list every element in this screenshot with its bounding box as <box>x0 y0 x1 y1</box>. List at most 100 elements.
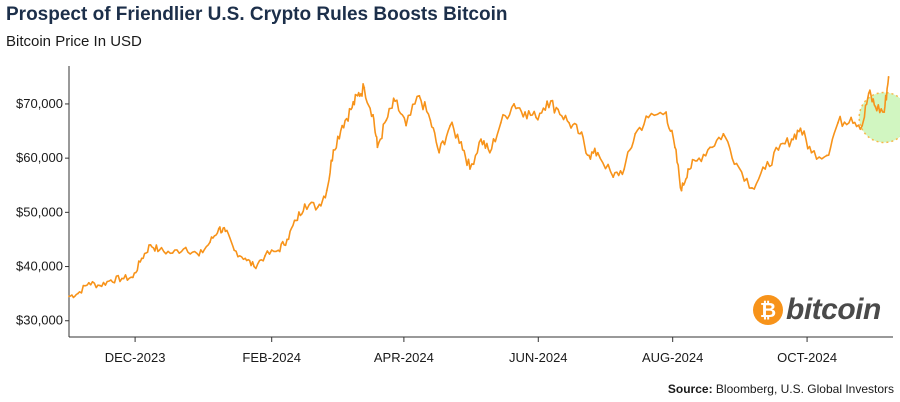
highlight-circle <box>858 91 900 144</box>
source-note: Source: Bloomberg, U.S. Global Investors <box>668 382 894 396</box>
data-point <box>499 122 502 124</box>
data-point <box>171 252 174 254</box>
data-point <box>295 219 297 222</box>
data-point <box>68 295 70 298</box>
data-point <box>874 105 877 108</box>
data-point <box>480 138 482 141</box>
data-point <box>535 116 537 119</box>
data-point <box>140 257 143 260</box>
data-point <box>76 292 79 295</box>
data-point <box>588 154 590 157</box>
data-point <box>87 281 90 284</box>
data-point <box>634 132 637 135</box>
data-point <box>131 276 134 279</box>
data-point <box>696 159 698 162</box>
data-point <box>120 277 123 280</box>
x-tick-label: AUG-2024 <box>642 350 703 365</box>
data-point <box>253 265 255 268</box>
data-point <box>568 122 571 124</box>
data-point <box>109 279 112 281</box>
chart-subtitle: Bitcoin Price In USD <box>6 33 142 50</box>
data-point <box>264 254 266 257</box>
data-point <box>546 100 548 103</box>
x-tick-label: OCT-2024 <box>777 350 837 365</box>
data-point <box>722 132 725 135</box>
x-tick-label: DEC-2023 <box>105 350 166 365</box>
data-point <box>217 227 220 230</box>
data-point <box>233 249 236 252</box>
chart-title: Prospect of Friendlier U.S. Crypto Rules… <box>6 4 508 25</box>
data-point <box>303 203 306 206</box>
data-point <box>579 132 582 135</box>
data-point <box>861 124 864 127</box>
data-point <box>799 127 802 130</box>
data-point <box>764 168 767 170</box>
data-point <box>460 140 463 143</box>
chart-axes <box>68 66 893 338</box>
data-point <box>332 149 335 151</box>
bitcoin-logo: ₿ bitcoin <box>752 293 881 327</box>
data-point <box>887 75 890 78</box>
x-tick-label: FEB-2024 <box>242 350 301 365</box>
data-point <box>687 168 690 170</box>
x-tick-label: APR-2024 <box>374 350 434 365</box>
data-point <box>647 116 650 119</box>
data-point <box>837 122 839 124</box>
data-point <box>790 138 793 141</box>
data-point <box>709 146 712 149</box>
data-point <box>363 86 366 89</box>
source-label: Source: <box>667 382 713 396</box>
data-point <box>513 103 515 105</box>
data-point <box>735 162 738 165</box>
data-point <box>488 151 491 154</box>
data-point <box>623 168 626 170</box>
data-point <box>826 154 828 157</box>
y-tick-label: $30,000 <box>16 313 63 328</box>
data-point <box>596 151 599 154</box>
data-point <box>98 284 101 287</box>
price-line <box>68 76 890 299</box>
data-point <box>184 246 187 249</box>
data-point <box>341 124 344 127</box>
chart-ticks: $30,000 $40,000 $50,000 $60,000 $70,000 DEC-2… <box>16 96 837 365</box>
data-point <box>810 151 813 154</box>
data-point <box>405 124 407 127</box>
series-layer <box>68 75 890 299</box>
data-point <box>524 111 526 113</box>
data-point <box>317 206 319 208</box>
y-tick-label: $70,000 <box>16 96 63 111</box>
y-tick-label: $60,000 <box>16 150 63 165</box>
data-point <box>224 230 227 233</box>
data-point <box>277 249 280 252</box>
data-point <box>385 119 388 122</box>
data-point <box>867 92 870 94</box>
data-point <box>418 94 421 97</box>
source-text: Bloomberg, U.S. Global Investors <box>715 382 894 396</box>
data-point <box>612 176 615 179</box>
y-tick-label: $40,000 <box>16 259 63 274</box>
data-point <box>665 111 667 113</box>
data-point <box>469 168 471 170</box>
y-tick-label: $50,000 <box>16 204 63 219</box>
bitcoin-symbol: ₿ <box>760 298 776 322</box>
data-point <box>883 111 886 113</box>
bitcoin-coin-icon: ₿ <box>753 295 783 325</box>
data-point <box>394 100 396 103</box>
data-point <box>449 124 452 127</box>
data-point <box>158 249 161 252</box>
bitcoin-logo-text: bitcoin <box>786 293 881 326</box>
data-point <box>372 113 374 116</box>
data-point <box>286 238 289 241</box>
data-point <box>850 116 853 119</box>
data-point <box>149 243 152 246</box>
data-point <box>325 189 328 192</box>
data-point <box>751 187 753 189</box>
data-point <box>673 146 676 149</box>
data-point <box>429 119 432 122</box>
data-point <box>356 94 359 97</box>
data-point <box>244 257 247 260</box>
data-point <box>350 108 352 111</box>
data-point <box>557 108 560 111</box>
data-point <box>680 189 683 192</box>
